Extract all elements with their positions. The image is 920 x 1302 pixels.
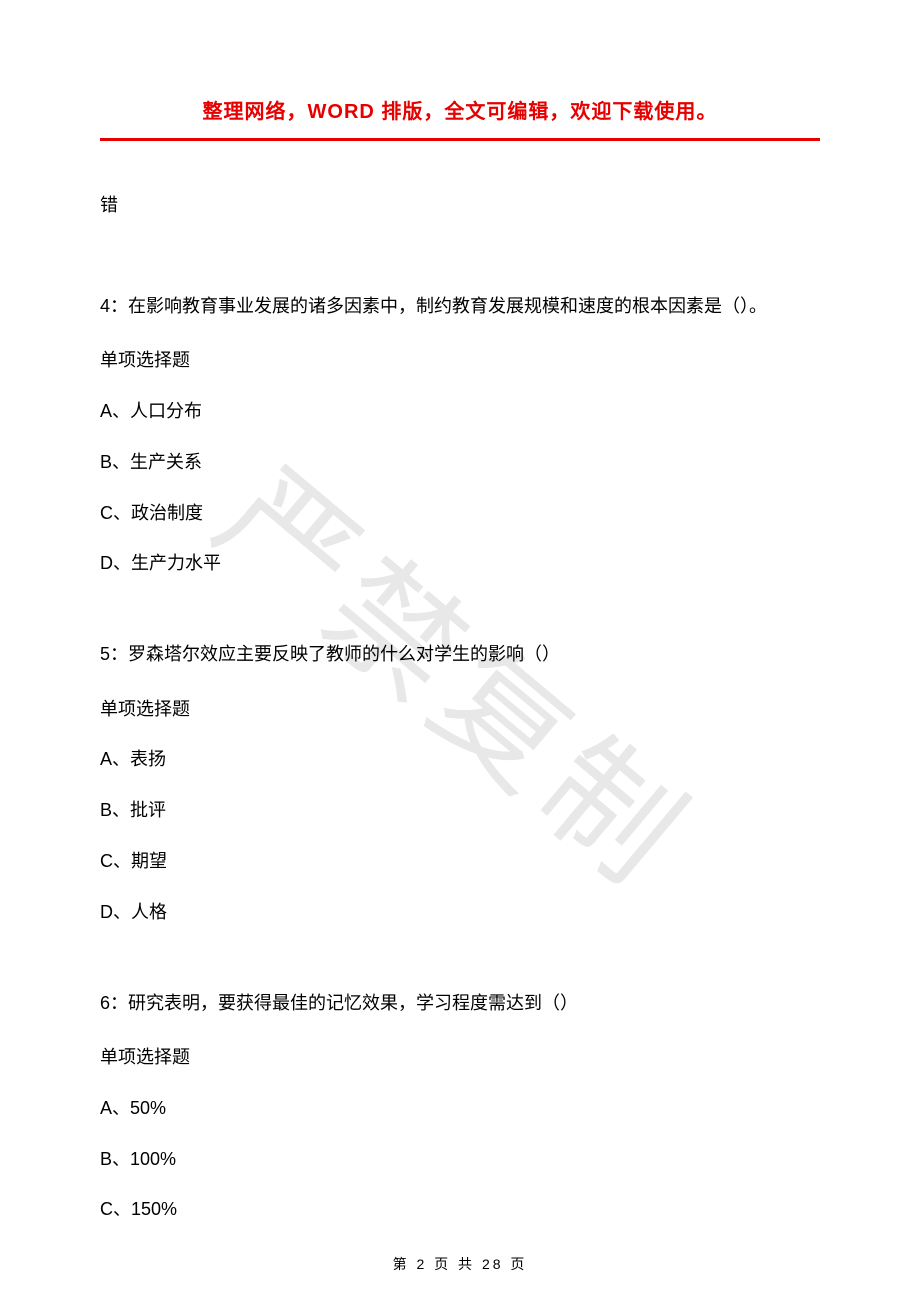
option-label: B、 <box>100 800 130 820</box>
option-label: C、 <box>100 1199 131 1219</box>
option-a: A、50% <box>100 1094 820 1123</box>
question-type: 单项选择题 <box>100 695 820 724</box>
question-number: 5 <box>100 644 110 664</box>
option-text: 150% <box>131 1199 177 1219</box>
page-container: 整理网络，WORD 排版，全文可编辑，欢迎下载使用。 错 4：在影响教育事业发展… <box>0 0 920 1302</box>
option-b: B、批评 <box>100 796 820 825</box>
question-type: 单项选择题 <box>100 346 820 375</box>
option-label: A、 <box>100 1098 130 1118</box>
header-notice: 整理网络，WORD 排版，全文可编辑，欢迎下载使用。 <box>100 0 820 124</box>
question-text: 4：在影响教育事业发展的诸多因素中，制约教育发展规模和速度的根本因素是（）。 <box>100 290 820 322</box>
option-label: C、 <box>100 503 131 523</box>
option-label: D、 <box>100 553 131 573</box>
question-6: 6：研究表明，要获得最佳的记忆效果，学习程度需达到（） 单项选择题 A、50% … <box>100 987 820 1225</box>
option-label: B、 <box>100 452 130 472</box>
option-a: A、表扬 <box>100 745 820 774</box>
option-label: C、 <box>100 851 131 871</box>
question-type: 单项选择题 <box>100 1043 820 1072</box>
question-5: 5：罗森塔尔效应主要反映了教师的什么对学生的影响（） 单项选择题 A、表扬 B、… <box>100 638 820 926</box>
option-text: 生产力水平 <box>131 553 221 573</box>
question-text: 6：研究表明，要获得最佳的记忆效果，学习程度需达到（） <box>100 987 820 1019</box>
footer-total-pages: 28 <box>482 1256 504 1272</box>
question-body: ：研究表明，要获得最佳的记忆效果，学习程度需达到（） <box>110 993 578 1013</box>
option-b: B、生产关系 <box>100 448 820 477</box>
footer-prefix: 第 <box>393 1256 410 1272</box>
footer-current-page: 2 <box>416 1256 427 1272</box>
option-c: C、期望 <box>100 847 820 876</box>
option-d: D、生产力水平 <box>100 549 820 578</box>
question-body: ：在影响教育事业发展的诸多因素中，制约教育发展规模和速度的根本因素是（）。 <box>110 296 767 316</box>
header-divider <box>100 138 820 141</box>
option-text: 期望 <box>131 851 167 871</box>
page-footer: 第 2 页 共 28 页 <box>0 1254 920 1274</box>
option-text: 政治制度 <box>131 503 203 523</box>
option-label: A、 <box>100 749 130 769</box>
document-content: 错 4：在影响教育事业发展的诸多因素中，制约教育发展规模和速度的根本因素是（）。… <box>100 191 820 1224</box>
option-a: A、人口分布 <box>100 397 820 426</box>
option-c: C、150% <box>100 1195 820 1224</box>
option-text: 人格 <box>131 902 167 922</box>
footer-suffix: 页 <box>510 1256 527 1272</box>
option-text: 100% <box>130 1149 176 1169</box>
option-text: 50% <box>130 1098 166 1118</box>
question-4: 4：在影响教育事业发展的诸多因素中，制约教育发展规模和速度的根本因素是（）。 单… <box>100 290 820 578</box>
question-number: 6 <box>100 993 110 1013</box>
question-text: 5：罗森塔尔效应主要反映了教师的什么对学生的影响（） <box>100 638 820 670</box>
question-body: ：罗森塔尔效应主要反映了教师的什么对学生的影响（） <box>110 644 560 664</box>
content-wrapper: 整理网络，WORD 排版，全文可编辑，欢迎下载使用。 错 4：在影响教育事业发展… <box>100 0 820 1224</box>
option-d: D、人格 <box>100 898 820 927</box>
option-text: 批评 <box>130 800 166 820</box>
option-text: 表扬 <box>130 749 166 769</box>
option-label: D、 <box>100 902 131 922</box>
option-b: B、100% <box>100 1145 820 1174</box>
option-c: C、政治制度 <box>100 499 820 528</box>
question-number: 4 <box>100 296 110 316</box>
option-text: 人口分布 <box>130 401 202 421</box>
prior-answer: 错 <box>100 191 820 220</box>
option-label: A、 <box>100 401 130 421</box>
footer-mid: 页 共 <box>434 1256 475 1272</box>
option-label: B、 <box>100 1149 130 1169</box>
option-text: 生产关系 <box>130 452 202 472</box>
